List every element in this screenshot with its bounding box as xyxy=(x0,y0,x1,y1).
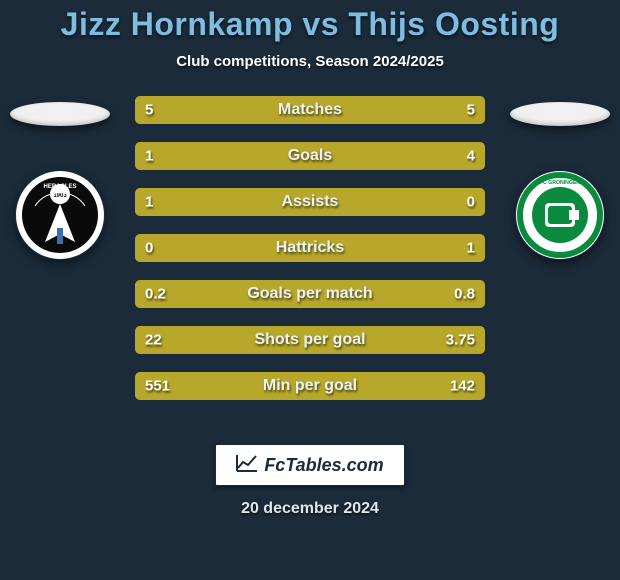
chart-icon xyxy=(236,454,258,477)
footer-logo: FcTables.com xyxy=(215,444,405,486)
svg-text:1903: 1903 xyxy=(53,193,67,199)
stats-bars: 55Matches 14Goals 10Assists 01Hattricks 0.20… xyxy=(135,96,485,400)
stat-row: 01Hattricks xyxy=(135,234,485,262)
stat-row: 55Matches xyxy=(135,96,485,124)
stat-label: Assists xyxy=(135,193,485,211)
stat-row: 10Assists xyxy=(135,188,485,216)
stat-label: Min per goal xyxy=(135,377,485,395)
subtitle: Club competitions, Season 2024/2025 xyxy=(0,53,620,70)
date: 20 december 2024 xyxy=(0,500,620,518)
groningen-badge-icon: FC GRONINGEN xyxy=(515,170,605,260)
player-ellipse-right xyxy=(510,102,610,126)
stat-row: 551142Min per goal xyxy=(135,372,485,400)
infographic: Jizz Hornkamp vs Thijs Oosting Club comp… xyxy=(0,0,620,580)
stat-row: 223.75Shots per goal xyxy=(135,326,485,354)
stat-label: Goals xyxy=(135,147,485,165)
stat-label: Matches xyxy=(135,101,485,119)
stat-label: Goals per match xyxy=(135,285,485,303)
stat-row: 14Goals xyxy=(135,142,485,170)
comparison-area: 1903 HERACLES FC GRO xyxy=(0,96,620,426)
stat-row: 0.20.8Goals per match xyxy=(135,280,485,308)
stat-label: Hattricks xyxy=(135,239,485,257)
club-badge-left: 1903 HERACLES xyxy=(15,170,105,260)
footer-text: FcTables.com xyxy=(264,455,383,476)
player-ellipse-left xyxy=(10,102,110,126)
page-title: Jizz Hornkamp vs Thijs Oosting xyxy=(0,6,620,43)
club-left: 1903 HERACLES xyxy=(0,96,120,260)
stat-label: Shots per goal xyxy=(135,331,485,349)
heracles-badge-icon: 1903 HERACLES xyxy=(15,170,105,260)
svg-text:HERACLES: HERACLES xyxy=(43,184,76,190)
svg-text:FC GRONINGEN: FC GRONINGEN xyxy=(540,180,581,186)
club-badge-right: FC GRONINGEN xyxy=(515,170,605,260)
club-right: FC GRONINGEN xyxy=(500,96,620,260)
